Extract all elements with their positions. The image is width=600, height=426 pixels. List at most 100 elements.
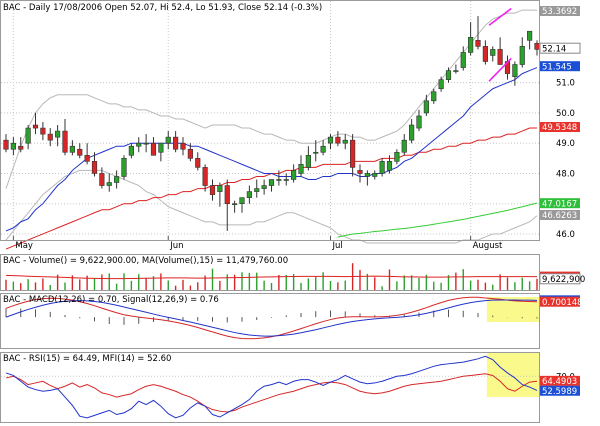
candle-body [232,203,238,205]
sma-green-line [337,202,538,238]
candle-body [224,185,230,204]
value-label: 49.5348 [542,123,577,133]
candle-body [350,139,356,168]
price-panel-frame [0,0,540,241]
value-label: 46.6263 [542,211,577,221]
candle-body [202,167,208,186]
candle-body [431,91,437,102]
candle-body [84,154,90,162]
candle-body [283,179,289,181]
candle-body [136,142,142,147]
rsi-chart-title: BAC - RSI(15) = 64.49, MFI(14) = 52.60 [3,354,171,364]
candle-body [268,179,275,186]
candle-body [298,164,304,174]
candle-body [372,173,378,177]
candle-body [77,148,83,156]
candle-body [327,136,334,144]
candle-body [357,170,363,174]
candle-body [18,145,24,150]
price-tick-label: 50.0 [556,109,575,119]
candle-body [460,52,466,68]
candle-body [261,185,267,189]
candle-body [468,37,474,53]
candle-body [527,30,533,41]
price-chart-title: BAC - Daily 17/08/2006 Open 52.07, Hi 52… [3,3,322,13]
candle-body [180,142,186,150]
volume-panel: 11,479,7609,622,900 BAC - Volume() = 9,6… [0,254,591,291]
macd-value-labels: 0.7626920.700148 [540,295,583,308]
price-value-labels: 53.3692 52.14 51.545 49.5348 47.0167 46.6263 [539,6,581,221]
rsi-panel-frame [0,352,540,423]
value-label-box [540,296,580,307]
value-label-box [540,122,580,133]
candle-body [534,43,540,50]
candle-body [453,70,459,72]
price-tick-label: 46.0 [556,230,575,240]
value-label: 0.700148 [542,298,583,308]
value-label-box [540,375,580,386]
candle-body [305,154,311,168]
value-label: 64.4903 [542,377,577,387]
value-label-box [539,273,581,285]
value-label-box [540,6,580,17]
candle-body [512,64,518,77]
candle-body [416,115,422,129]
volume-ma-line [5,274,537,280]
price-panel: 46.047.048.049.050.051.0 53.369252.1451.… [0,0,581,251]
candle-body [475,40,481,47]
value-label: 52.5989 [542,387,577,397]
macd-histogram [5,308,538,325]
candle-body [143,142,149,145]
date-tick-label: Jul [332,241,343,251]
candle-body [195,158,201,168]
rsi-series-line [5,373,538,413]
value-label-box [540,210,580,221]
candle-body [364,173,370,177]
candle-body [106,182,112,186]
candle-body [209,185,216,195]
candle-body [165,136,171,144]
candle-body [69,145,75,153]
candle-body [99,173,105,186]
candle-body [3,139,9,150]
price-tick-label: 48.0 [556,169,575,179]
candle-body [394,151,400,162]
candle-body [91,161,98,174]
rsi-series-line [5,355,538,419]
date-tick-label: May [15,241,33,251]
trend-markers [488,7,512,82]
candle-body [445,70,452,80]
candlestick-series [3,16,540,231]
candle-body [254,188,260,192]
macd-panel: 0.7626920.700148 BAC - MACD(12,26) = 0.7… [0,293,583,349]
macd-panel-frame [0,293,540,349]
price-tick-label: 49.0 [556,139,575,149]
candle-body [32,124,39,129]
candle-body [217,185,223,192]
value-label: 47.0167 [542,199,577,209]
candle-body [114,176,120,183]
candle-body [47,133,53,141]
candle-body [438,79,444,90]
rsi-highlight [486,353,539,397]
value-label-box [540,385,580,396]
candle-body [342,139,348,144]
candle-body [55,130,61,138]
value-label-box [540,198,580,209]
candle-body [150,142,157,156]
candle-body [173,136,179,150]
macd-lines [5,296,538,340]
candle-body [482,46,488,62]
candle-body [187,148,193,159]
candle-body [409,124,415,141]
candle-body [490,49,496,56]
value-label: 52.14 [542,44,566,54]
candle-body [335,136,341,144]
candle-body [158,142,164,153]
trend-marker-line [488,7,512,26]
date-tick-label: August [473,241,503,251]
volume-panel-frame [0,254,540,291]
candle-body [239,197,245,204]
